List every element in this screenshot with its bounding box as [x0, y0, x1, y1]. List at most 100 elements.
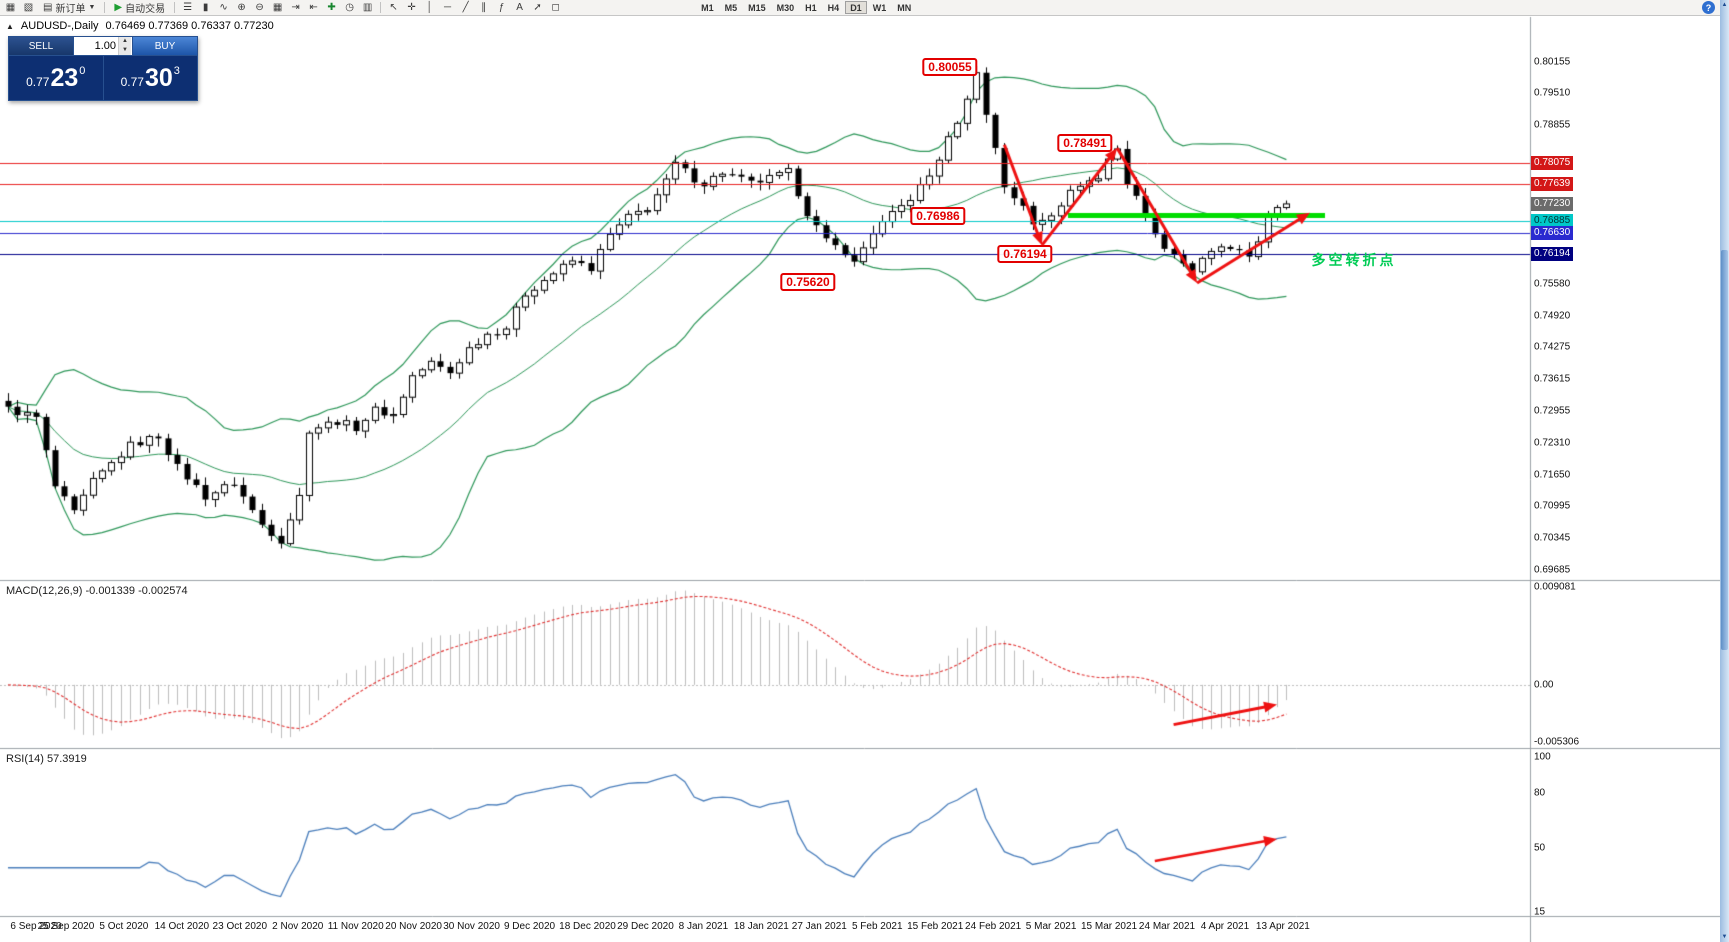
timeframe-button-h1[interactable]: H1 [805, 3, 817, 13]
horizontal-line-icon: ─ [444, 1, 452, 13]
rsi-axis-label: 80 [1534, 787, 1546, 799]
date-axis-label: 4 Apr 2021 [1200, 921, 1250, 932]
rsi-name: RSI(14) [6, 753, 44, 765]
chevron-down-icon: ▼ [88, 4, 96, 11]
macd-values: -0.001339 -0.002574 [85, 585, 188, 597]
arrow-tool-icon[interactable]: ➚ [529, 1, 546, 15]
date-axis-label: 8 Jan 2021 [678, 921, 729, 932]
timeframe-button-m1[interactable]: M1 [701, 3, 714, 13]
help-icon[interactable]: ? [1702, 1, 1715, 14]
macd-axis-label: 0.009081 [1534, 581, 1576, 593]
candlestick-chart-icon[interactable]: ▮ [197, 1, 214, 15]
buy-button[interactable]: BUY [132, 37, 197, 55]
cursor-icon[interactable]: ↖ [385, 1, 402, 15]
volume-down-icon[interactable]: ▼ [119, 46, 131, 55]
chart-title-bar: ▲ AUDUSD-,Daily 0.76469 0.77369 0.76337 … [6, 20, 274, 32]
shapes-icon: ◻ [551, 1, 560, 13]
date-axis-label: 29 Dec 2020 [617, 921, 674, 932]
crosshair-icon[interactable]: ✛ [403, 1, 420, 15]
autotrading-button[interactable]: ▶ 自动交易 [109, 1, 170, 16]
date-axis-label: 30 Nov 2020 [443, 921, 500, 932]
cursor-icon: ↖ [389, 1, 398, 13]
volume-input[interactable] [74, 37, 118, 55]
price-line-badge: 0.77230 [1531, 196, 1574, 211]
indicators-icon[interactable]: ✚ [323, 1, 340, 15]
date-axis-label: 18 Dec 2020 [559, 921, 616, 932]
buy-price-pips: 30 [144, 63, 173, 92]
zoom-in-icon[interactable]: ⊕ [233, 1, 250, 15]
new-order-button[interactable]: ▤ 新订单 ▼ [38, 1, 100, 16]
equidistant-channel-icon[interactable]: ∥ [475, 1, 492, 15]
bar-chart-icon: ☰ [183, 1, 193, 13]
timeframe-button-m30[interactable]: M30 [776, 3, 795, 13]
price-axis-label: 0.75580 [1534, 278, 1571, 290]
arrow-tool-icon: ➚ [533, 1, 542, 13]
turning-point-note[interactable]: 多空转折点 [1311, 251, 1397, 268]
templates-icon[interactable]: ▥ [359, 1, 376, 15]
bar-chart-icon[interactable]: ☰ [179, 1, 196, 15]
price-axis-label: 0.69685 [1534, 564, 1571, 576]
vertical-scrollbar[interactable]: ▲ ▼ [1720, 0, 1729, 942]
new-order-icon: ▤ [43, 1, 53, 13]
collapse-trade-panel-icon[interactable]: ▲ [6, 21, 14, 31]
shapes-icon[interactable]: ◻ [547, 1, 564, 15]
date-axis-label: 5 Mar 2021 [1025, 921, 1077, 932]
timeframe-button-w1[interactable]: W1 [872, 3, 887, 13]
toolbar-separator [104, 2, 106, 13]
new-chart-icon[interactable]: ▦ [2, 1, 19, 15]
rsi-axis-label: 50 [1534, 842, 1546, 854]
macd-name: MACD(12,26,9) [6, 585, 83, 597]
price-annotation[interactable]: 0.80055 [922, 57, 978, 76]
rsi-value: 57.3919 [46, 753, 87, 765]
price-annotation[interactable]: 0.75620 [780, 273, 836, 292]
line-chart-icon[interactable]: ∿ [215, 1, 232, 15]
scrollbar-thumb[interactable] [1721, 250, 1728, 650]
timeframe-button-m15[interactable]: M15 [748, 3, 766, 13]
date-axis-label: 15 Mar 2021 [1080, 921, 1138, 932]
price-line-badge: 0.76194 [1531, 247, 1574, 262]
toolbar-separator [174, 2, 176, 13]
profiles-icon[interactable]: ▧ [20, 1, 37, 15]
price-axis-label: 0.80155 [1534, 56, 1571, 68]
chart-shift-icon[interactable]: ⇤ [305, 1, 322, 15]
periods-icon[interactable]: ◷ [341, 1, 358, 15]
price-axis-label: 0.72955 [1534, 405, 1571, 417]
timeframe-button-mn[interactable]: MN [897, 3, 912, 13]
timeframe-button-d1[interactable]: D1 [845, 1, 867, 14]
price-axis-label: 0.73615 [1534, 373, 1571, 385]
buy-price[interactable]: 0.77 30 3 [104, 56, 198, 100]
volume-up-icon[interactable]: ▲ [119, 37, 131, 46]
fibonacci-icon[interactable]: ƒ [493, 1, 510, 15]
date-axis-label: 11 Nov 2020 [327, 921, 384, 932]
line-chart-icon: ∿ [219, 1, 228, 13]
macd-axis-label: 0.00 [1534, 679, 1554, 691]
trendline-icon[interactable]: ╱ [457, 1, 474, 15]
sell-button[interactable]: SELL [9, 37, 74, 55]
price-axis-label: 0.70995 [1534, 500, 1571, 512]
scroll-down-icon[interactable]: ▼ [1721, 934, 1728, 940]
price-annotation[interactable]: 0.76986 [910, 206, 966, 225]
date-axis-label: 13 Apr 2021 [1255, 921, 1310, 932]
profiles-icon: ▧ [23, 1, 34, 13]
price-axis-label: 0.70345 [1534, 532, 1571, 544]
vertical-line-icon: │ [426, 1, 433, 13]
date-axis-label: 27 Jan 2021 [791, 921, 847, 932]
price-annotation[interactable]: 0.78491 [1057, 133, 1113, 152]
text-icon[interactable]: A [511, 1, 528, 15]
vertical-line-icon[interactable]: │ [421, 1, 438, 15]
date-axis-label: 18 Jan 2021 [733, 921, 789, 932]
horizontal-line-icon[interactable]: ─ [439, 1, 456, 15]
zoom-out-icon[interactable]: ⊖ [251, 1, 268, 15]
tile-windows-icon: ▦ [272, 1, 283, 13]
sell-price[interactable]: 0.77 23 0 [9, 56, 103, 100]
timeframe-button-m5[interactable]: M5 [724, 3, 738, 13]
scroll-up-icon[interactable]: ▲ [1721, 2, 1728, 8]
price-annotation[interactable]: 0.76194 [997, 245, 1053, 264]
price-line-badge: 0.78075 [1531, 155, 1574, 170]
tile-windows-icon[interactable]: ▦ [269, 1, 286, 15]
auto-scroll-icon[interactable]: ⇥ [287, 1, 304, 15]
autotrade-play-icon: ▶ [114, 1, 123, 13]
timeframe-button-h4[interactable]: H4 [827, 3, 840, 13]
